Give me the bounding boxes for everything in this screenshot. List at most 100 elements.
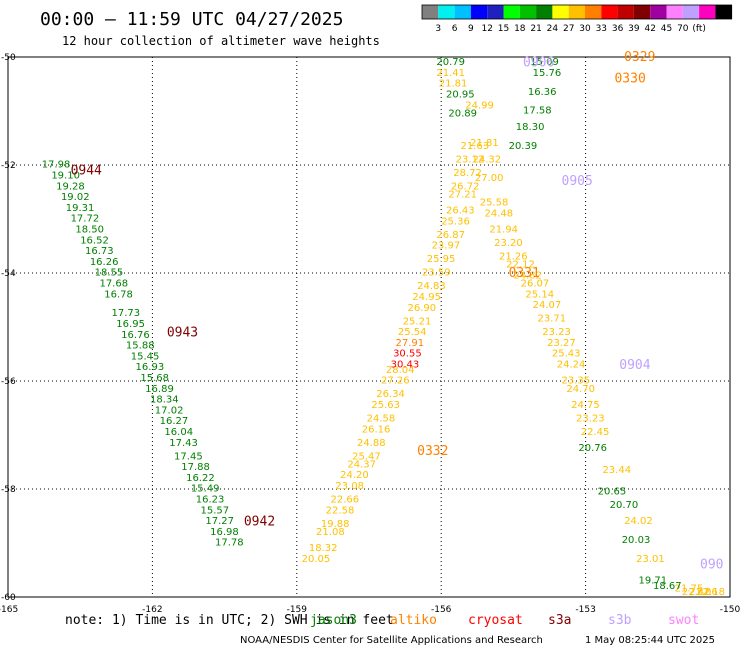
swh-value: 20.03 [622,535,651,546]
legend-swatch [666,5,683,19]
legend-label: 9 [468,24,474,34]
legend-label: 18 [514,24,526,34]
swh-value: 17.73 [111,308,140,319]
legend-label: 30 [579,24,591,34]
legend-label: 36 [612,24,624,34]
legend-swatch [617,5,634,19]
credit-right: 1 May 08:25:44 UTC 2025 [585,635,715,646]
swh-value: 21.08 [316,527,345,538]
swh-value: 23.23 [576,414,605,425]
swh-value: 23.35 [562,376,591,387]
satellite-name: altiko [390,613,437,628]
swh-value: 27.21 [448,189,477,200]
note-text: note: 1) Time is in UTC; 2) SWH is in fe… [65,613,394,628]
legend-swatch [585,5,602,19]
swh-value: 24.07 [533,300,562,311]
swh-value: 20.79 [436,57,465,68]
swh-value: 30.55 [393,349,422,360]
swh-value: 17.58 [523,106,552,117]
swh-value: 24.88 [357,438,386,449]
y-tick-label: -52 [1,161,16,171]
swh-value: 16.98 [210,527,239,538]
swh-value: 24.75 [571,400,600,411]
swh-value: 17.02 [155,405,184,416]
legend-swatch [536,5,553,19]
swh-value: 19.10 [51,171,80,182]
swh-value: 17.68 [99,279,128,290]
swh-value: 17.72 [71,214,100,225]
swh-value: 21.63 [460,141,489,152]
swh-value: 26.34 [376,389,405,400]
legend-swatch [650,5,667,19]
satellite-name: s3b [608,613,632,628]
legend-swatch [422,5,439,19]
swh-value: 18.55 [95,268,124,279]
swh-value: 24.02 [624,516,653,527]
swh-value: 26.87 [436,230,465,241]
swh-value: 22.66 [330,495,359,506]
x-tick-label: -156 [431,605,452,615]
x-tick-label: -165 [0,605,18,615]
swh-value: 18.50 [75,225,104,236]
swh-value: 24.99 [465,100,494,111]
legend-label: 39 [628,24,640,34]
swh-value: 20.89 [448,108,477,119]
swh-value: 23.23 [542,327,571,338]
swh-value: 15.68 [140,373,169,384]
satellite-legend: jason3 altiko cryosat s3a s3b swot [310,613,699,628]
swh-value: 26.16 [362,424,391,435]
swh-value: 25.21 [403,316,432,327]
credit-left: NOAA/NESDIS Center for Satellite Applica… [240,635,543,646]
swh-value: 19.71 [639,576,668,587]
legend-label: 3 [435,24,441,34]
track-values: 17.9819.1019.2819.0219.3117.7218.5016.52… [42,57,725,598]
swh-value: 20.76 [578,443,607,454]
satellite-name: jason3 [310,613,357,628]
swh-value: 19.88 [321,519,350,530]
swh-value: 20.95 [446,90,475,101]
swh-value: 23.44 [602,465,631,476]
swh-value: 23.20 [494,238,523,249]
swh-value: 18.34 [150,395,179,406]
swh-value: 17.43 [169,438,198,449]
swh-value: 27.91 [395,338,424,349]
plot-frame [7,56,731,598]
swh-value: 16.22 [186,473,215,484]
swh-value: 18.67 [653,581,682,592]
swh-value: 26.43 [446,206,475,217]
swh-value: 24.37 [347,459,376,470]
legend-swatch [487,5,504,19]
legend-label: 12 [481,24,492,34]
swh-value: 24.70 [566,384,595,395]
pass-label: 0331 [509,266,540,281]
swh-value: 17.27 [205,516,234,527]
legend-swatch [470,5,488,19]
swh-value: 25.54 [398,327,427,338]
swh-value: 23.27 [547,338,576,349]
y-tick-label: -58 [1,485,16,495]
swh-value: 25.95 [427,254,456,265]
swh-value: 16.93 [136,362,165,373]
swh-value: 18.32 [309,543,338,554]
swh-value: 25.63 [371,400,400,411]
swh-value: 21.75 [675,584,704,595]
swh-value: 17.78 [215,538,244,549]
legend-label: 70 [677,24,689,34]
legend-swatch [503,5,520,19]
swh-value: 19.31 [66,203,95,214]
swh-value: 16.89 [145,384,174,395]
pass-label: 0942 [244,514,275,529]
chart-title: 00:00 — 11:59 UTC 04/27/2025 [40,9,343,30]
grid-lines [7,56,731,598]
swh-value: 17.45 [174,451,203,462]
swh-value: 22.42 [682,587,711,598]
swh-value: 16.36 [528,87,557,98]
y-tick-label: -56 [1,377,16,387]
swh-value: 16.95 [116,319,145,330]
legend-swatch [454,5,471,19]
swh-value: 22.12 [506,260,535,271]
x-tick-label: -159 [287,605,308,615]
swh-value: 23.59 [422,268,451,279]
x-tick-label: -153 [575,605,595,615]
legend-label: 27 [563,24,574,34]
